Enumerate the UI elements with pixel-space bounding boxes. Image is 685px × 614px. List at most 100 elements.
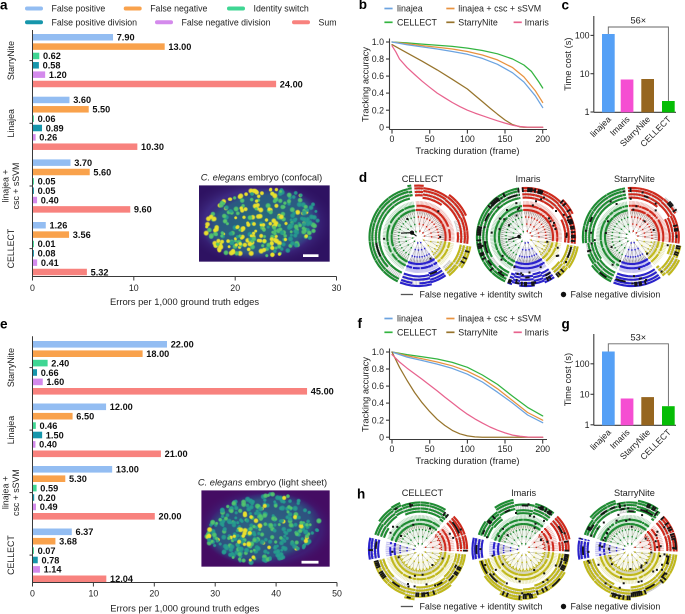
svg-text:CELLECT: CELLECT bbox=[397, 328, 438, 338]
svg-text:45.00: 45.00 bbox=[311, 387, 334, 397]
svg-text:0.20: 0.20 bbox=[38, 493, 56, 503]
svg-text:1.26: 1.26 bbox=[50, 221, 68, 231]
svg-text:5.30: 5.30 bbox=[69, 474, 87, 484]
svg-text:e: e bbox=[0, 316, 8, 331]
svg-text:0.4: 0.4 bbox=[372, 88, 384, 98]
svg-text:h: h bbox=[357, 487, 365, 502]
svg-text:0.26: 0.26 bbox=[39, 133, 57, 143]
svg-text:0.58: 0.58 bbox=[43, 61, 61, 71]
svg-text:0.6: 0.6 bbox=[372, 71, 384, 81]
svg-text:10: 10 bbox=[580, 69, 590, 79]
svg-text:False positive division: False positive division bbox=[52, 17, 138, 27]
svg-text:Errors per 1,000 ground truth: Errors per 1,000 ground truth edges bbox=[110, 602, 259, 613]
svg-text:0.40: 0.40 bbox=[39, 440, 57, 450]
svg-text:0.40: 0.40 bbox=[41, 195, 59, 205]
svg-text:50: 50 bbox=[425, 134, 435, 144]
svg-text:53×: 53× bbox=[631, 332, 647, 342]
svg-text:24.00: 24.00 bbox=[280, 79, 303, 89]
svg-text:30: 30 bbox=[332, 283, 342, 293]
svg-text:50: 50 bbox=[425, 444, 435, 454]
svg-text:csc + sSVM: csc + sSVM bbox=[11, 163, 21, 210]
svg-text:5.60: 5.60 bbox=[93, 167, 111, 177]
svg-text:0.8: 0.8 bbox=[372, 54, 384, 64]
svg-text:Time cost (s): Time cost (s) bbox=[563, 38, 573, 91]
svg-text:StarryNite: StarryNite bbox=[614, 488, 655, 498]
svg-text:21.00: 21.00 bbox=[165, 449, 188, 459]
svg-text:10.30: 10.30 bbox=[141, 142, 164, 152]
svg-text:C. elegans embryo (light sheet: C. elegans embryo (light sheet) bbox=[198, 478, 327, 488]
svg-text:Imaris: Imaris bbox=[525, 18, 550, 28]
svg-text:StarryNite: StarryNite bbox=[458, 18, 498, 28]
svg-text:0.78: 0.78 bbox=[42, 555, 60, 565]
svg-text:12.04: 12.04 bbox=[110, 574, 134, 584]
svg-text:0.08: 0.08 bbox=[38, 249, 56, 259]
svg-text:1.20: 1.20 bbox=[49, 70, 67, 80]
svg-text:5.32: 5.32 bbox=[91, 267, 109, 277]
svg-text:0.05: 0.05 bbox=[38, 177, 56, 187]
svg-text:0.8: 0.8 bbox=[372, 364, 384, 374]
svg-text:False negative division: False negative division bbox=[571, 290, 661, 300]
svg-text:3.56: 3.56 bbox=[73, 230, 91, 240]
svg-text:0.41: 0.41 bbox=[41, 258, 59, 268]
svg-text:20.00: 20.00 bbox=[159, 512, 182, 522]
svg-text:6.37: 6.37 bbox=[76, 527, 94, 537]
svg-text:csc + sSVM: csc + sSVM bbox=[11, 469, 21, 516]
svg-text:100: 100 bbox=[575, 359, 590, 369]
svg-text:13.00: 13.00 bbox=[168, 42, 191, 52]
svg-text:False negative + identity swit: False negative + identity switch bbox=[420, 290, 543, 300]
svg-text:0.89: 0.89 bbox=[46, 123, 64, 133]
svg-text:Errors per 1,000 ground truth: Errors per 1,000 ground truth edges bbox=[110, 296, 259, 307]
svg-text:f: f bbox=[358, 316, 363, 331]
svg-text:CELLECT: CELLECT bbox=[397, 18, 438, 28]
svg-text:1.14: 1.14 bbox=[44, 565, 63, 575]
svg-text:0.6: 0.6 bbox=[372, 381, 384, 391]
svg-text:C. elegans embryo (confocal): C. elegans embryo (confocal) bbox=[201, 173, 322, 183]
svg-text:0.66: 0.66 bbox=[41, 368, 59, 378]
svg-text:6.50: 6.50 bbox=[76, 412, 94, 422]
svg-text:Tracking accuracy: Tracking accuracy bbox=[360, 357, 370, 432]
svg-text:d: d bbox=[359, 170, 367, 185]
svg-text:linajea: linajea bbox=[397, 314, 423, 324]
svg-text:linajea + csc + sSVM: linajea + csc + sSVM bbox=[458, 314, 541, 324]
svg-text:linajea +: linajea + bbox=[1, 476, 11, 509]
svg-text:7.90: 7.90 bbox=[117, 33, 135, 43]
svg-text:10: 10 bbox=[89, 589, 99, 599]
svg-text:g: g bbox=[562, 316, 570, 331]
svg-text:StarryNite: StarryNite bbox=[614, 174, 655, 184]
svg-text:100: 100 bbox=[575, 31, 590, 41]
svg-text:50: 50 bbox=[332, 589, 342, 599]
svg-text:18.00: 18.00 bbox=[146, 349, 169, 359]
svg-text:0.01: 0.01 bbox=[38, 239, 56, 249]
svg-text:100: 100 bbox=[460, 134, 475, 144]
svg-text:0.62: 0.62 bbox=[43, 51, 61, 61]
svg-text:False positive: False positive bbox=[52, 4, 106, 14]
svg-text:12.00: 12.00 bbox=[110, 402, 133, 412]
svg-text:3.70: 3.70 bbox=[74, 158, 92, 168]
svg-text:Tracking duration (frame): Tracking duration (frame) bbox=[415, 456, 519, 466]
svg-text:20: 20 bbox=[149, 589, 159, 599]
svg-text:10: 10 bbox=[129, 283, 139, 293]
svg-text:StarryNite: StarryNite bbox=[6, 348, 16, 387]
svg-text:1: 1 bbox=[585, 420, 590, 430]
svg-text:3.60: 3.60 bbox=[73, 95, 91, 105]
svg-text:200: 200 bbox=[535, 134, 550, 144]
svg-text:CELLECT: CELLECT bbox=[402, 174, 444, 184]
svg-text:c: c bbox=[562, 0, 570, 12]
svg-text:False negative + identity swit: False negative + identity switch bbox=[420, 602, 543, 612]
svg-text:2.40: 2.40 bbox=[51, 358, 69, 368]
svg-text:10: 10 bbox=[580, 389, 590, 399]
svg-text:CELLECT: CELLECT bbox=[6, 228, 16, 268]
svg-text:0.2: 0.2 bbox=[372, 415, 384, 425]
svg-text:30: 30 bbox=[210, 589, 220, 599]
svg-text:0.05: 0.05 bbox=[38, 186, 56, 196]
svg-text:Sum: Sum bbox=[319, 17, 337, 27]
svg-text:Time cost (s): Time cost (s) bbox=[563, 353, 573, 406]
svg-text:0.06: 0.06 bbox=[38, 114, 56, 124]
svg-text:1: 1 bbox=[585, 107, 590, 117]
svg-text:StarryNite: StarryNite bbox=[458, 328, 498, 338]
svg-text:0.46: 0.46 bbox=[40, 421, 58, 431]
svg-text:Identity switch: Identity switch bbox=[254, 4, 309, 14]
svg-text:22.00: 22.00 bbox=[171, 340, 194, 350]
svg-text:0.4: 0.4 bbox=[372, 398, 384, 408]
svg-text:CELLECT: CELLECT bbox=[402, 488, 444, 498]
